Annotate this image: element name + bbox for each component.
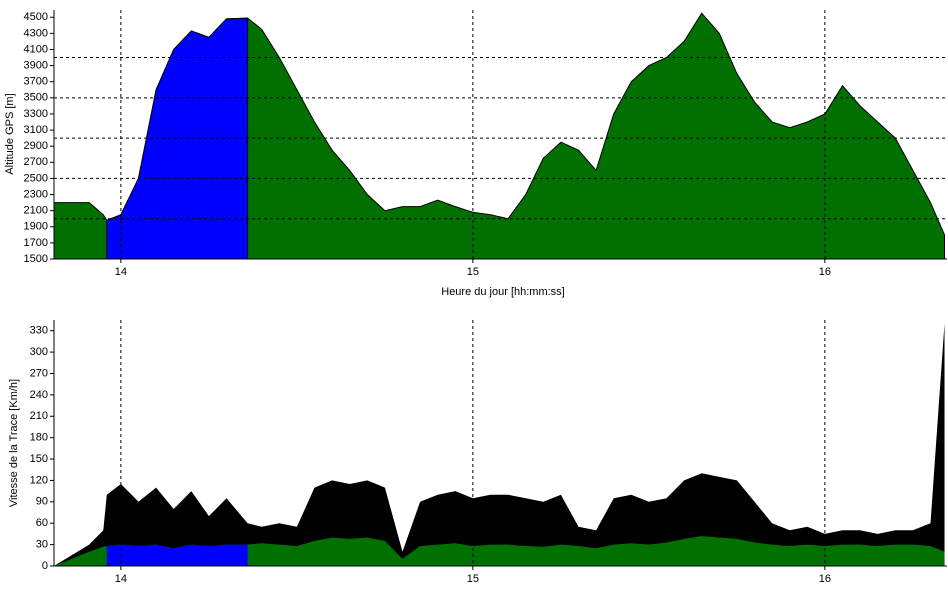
y-tick-label: 1900: [24, 221, 48, 233]
y-tick-label: 330: [30, 325, 48, 337]
y-tick-label: 4500: [24, 11, 48, 23]
y-tick-label: 2100: [24, 205, 48, 217]
y-tick-label: 60: [36, 517, 48, 529]
y-tick-label: 4100: [24, 43, 48, 55]
area: [106, 17, 249, 260]
x-tick-label: 14: [115, 573, 127, 585]
y-tick-label: 210: [30, 410, 48, 422]
y-tick-label: 3300: [24, 108, 48, 120]
y-tick-label: 90: [36, 496, 48, 508]
y-tick-label: 120: [30, 474, 48, 486]
y-tick-label: 300: [30, 346, 48, 358]
area: [54, 536, 945, 566]
area: [106, 544, 248, 566]
y-tick-label: 30: [36, 539, 48, 551]
y-tick-label: 2500: [24, 172, 48, 184]
x-tick-label: 16: [819, 266, 831, 278]
y-tick-label: 2300: [24, 188, 48, 200]
y-tick-label: 3500: [24, 92, 48, 104]
y-tick-label: 2900: [24, 140, 48, 152]
y-tick-label: 3100: [24, 124, 48, 136]
y-tick-label: 1500: [24, 253, 48, 265]
y-axis-title: Vitesse de la Trace [Km/h]: [8, 379, 20, 507]
area: [54, 323, 945, 566]
x-tick-label: 15: [467, 573, 479, 585]
y-axis-title: Altitude GPS [m]: [4, 93, 16, 174]
x-tick-label: 14: [115, 266, 127, 278]
x-tick-label: 15: [467, 266, 479, 278]
y-tick-label: 150: [30, 453, 48, 465]
y-tick-label: 270: [30, 367, 48, 379]
y-tick-label: 180: [30, 432, 48, 444]
y-tick-label: 240: [30, 389, 48, 401]
x-axis-title: Heure du jour [hh:mm:ss]: [441, 286, 565, 298]
y-tick-label: 0: [42, 560, 48, 572]
y-tick-label: 2700: [24, 156, 48, 168]
y-tick-label: 1700: [24, 237, 48, 249]
y-tick-label: 4300: [24, 27, 48, 39]
x-tick-label: 16: [819, 573, 831, 585]
y-tick-label: 3900: [24, 60, 48, 72]
y-tick-label: 3700: [24, 76, 48, 88]
